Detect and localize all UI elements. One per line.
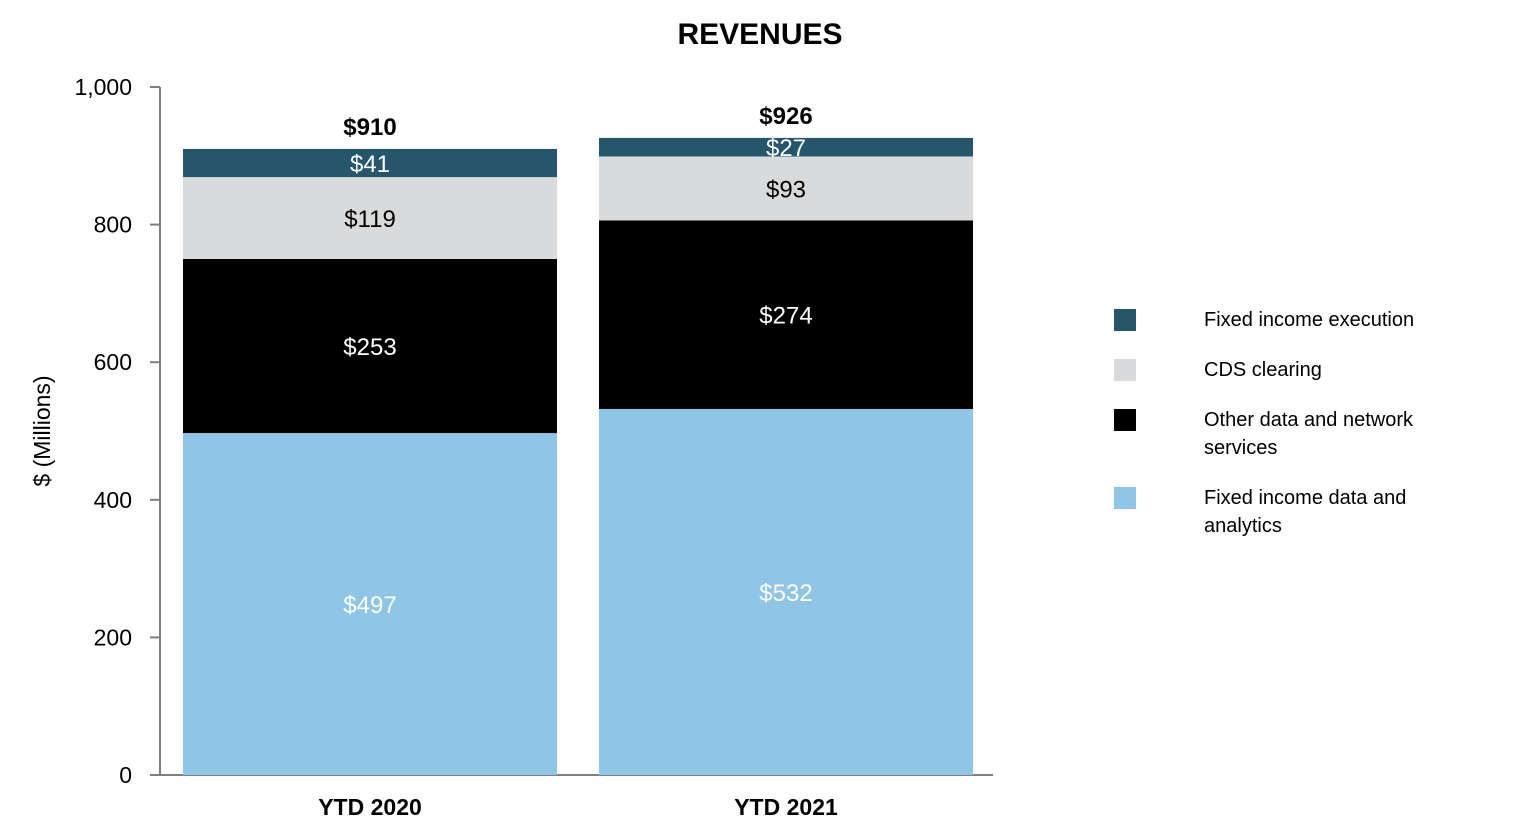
legend-item: Fixed income data and analytics [1114,484,1494,540]
bar-segment [599,408,973,775]
bar-segment [183,433,557,775]
bar-segment [183,259,557,434]
data-label: $93 [766,176,806,203]
legend-swatch [1114,487,1136,509]
data-label: $274 [759,303,812,330]
y-axis-title: $ (Millions) [29,375,55,486]
chart-title: REVENUES [677,18,842,51]
y-tick-label: 600 [94,349,132,375]
legend-swatch [1114,309,1136,331]
y-tick-label: 200 [94,624,132,650]
bar-segment [183,177,557,259]
legend-item: Other data and network services [1114,406,1494,462]
y-tick-label: 1,000 [74,74,132,100]
legend-label: CDS clearing [1204,359,1322,381]
total-label: $910 [343,114,396,141]
legend-item: CDS clearing [1114,356,1494,384]
axes: 0 200 400 600 800 1,000 $ (Millions) YTD 2020 YT… [29,74,993,820]
legend-swatch [1114,409,1136,431]
y-tick-label: 400 [94,487,132,513]
legend-label: Other data and network services [1204,409,1414,459]
bar-segment [183,148,557,178]
legend-label: Fixed income execution [1204,309,1415,331]
bars [183,137,973,775]
data-label: $27 [766,135,806,162]
x-tick-label: YTD 2021 [734,794,838,820]
y-tick-label: 800 [94,212,132,238]
legend: Fixed income execution CDS clearing Other … [1114,306,1494,562]
labels: $497 $253 $119 $41 $910 $532 $274 $93 $27 $926 [343,103,812,619]
bar-segment [599,137,973,157]
data-label: $532 [759,580,812,607]
data-label: $253 [343,334,396,361]
y-tick-label: 0 [119,762,132,788]
legend-item: Fixed income execution [1114,306,1494,334]
legend-label: Fixed income data and analytics [1204,487,1407,537]
x-tick-label: YTD 2020 [318,794,422,820]
data-label: $497 [343,592,396,619]
bar-segment [599,220,973,409]
legend-swatch [1114,359,1136,381]
data-label: $41 [350,151,390,178]
bar-segment [599,156,973,221]
total-label: $926 [759,103,812,130]
data-label: $119 [344,206,396,233]
